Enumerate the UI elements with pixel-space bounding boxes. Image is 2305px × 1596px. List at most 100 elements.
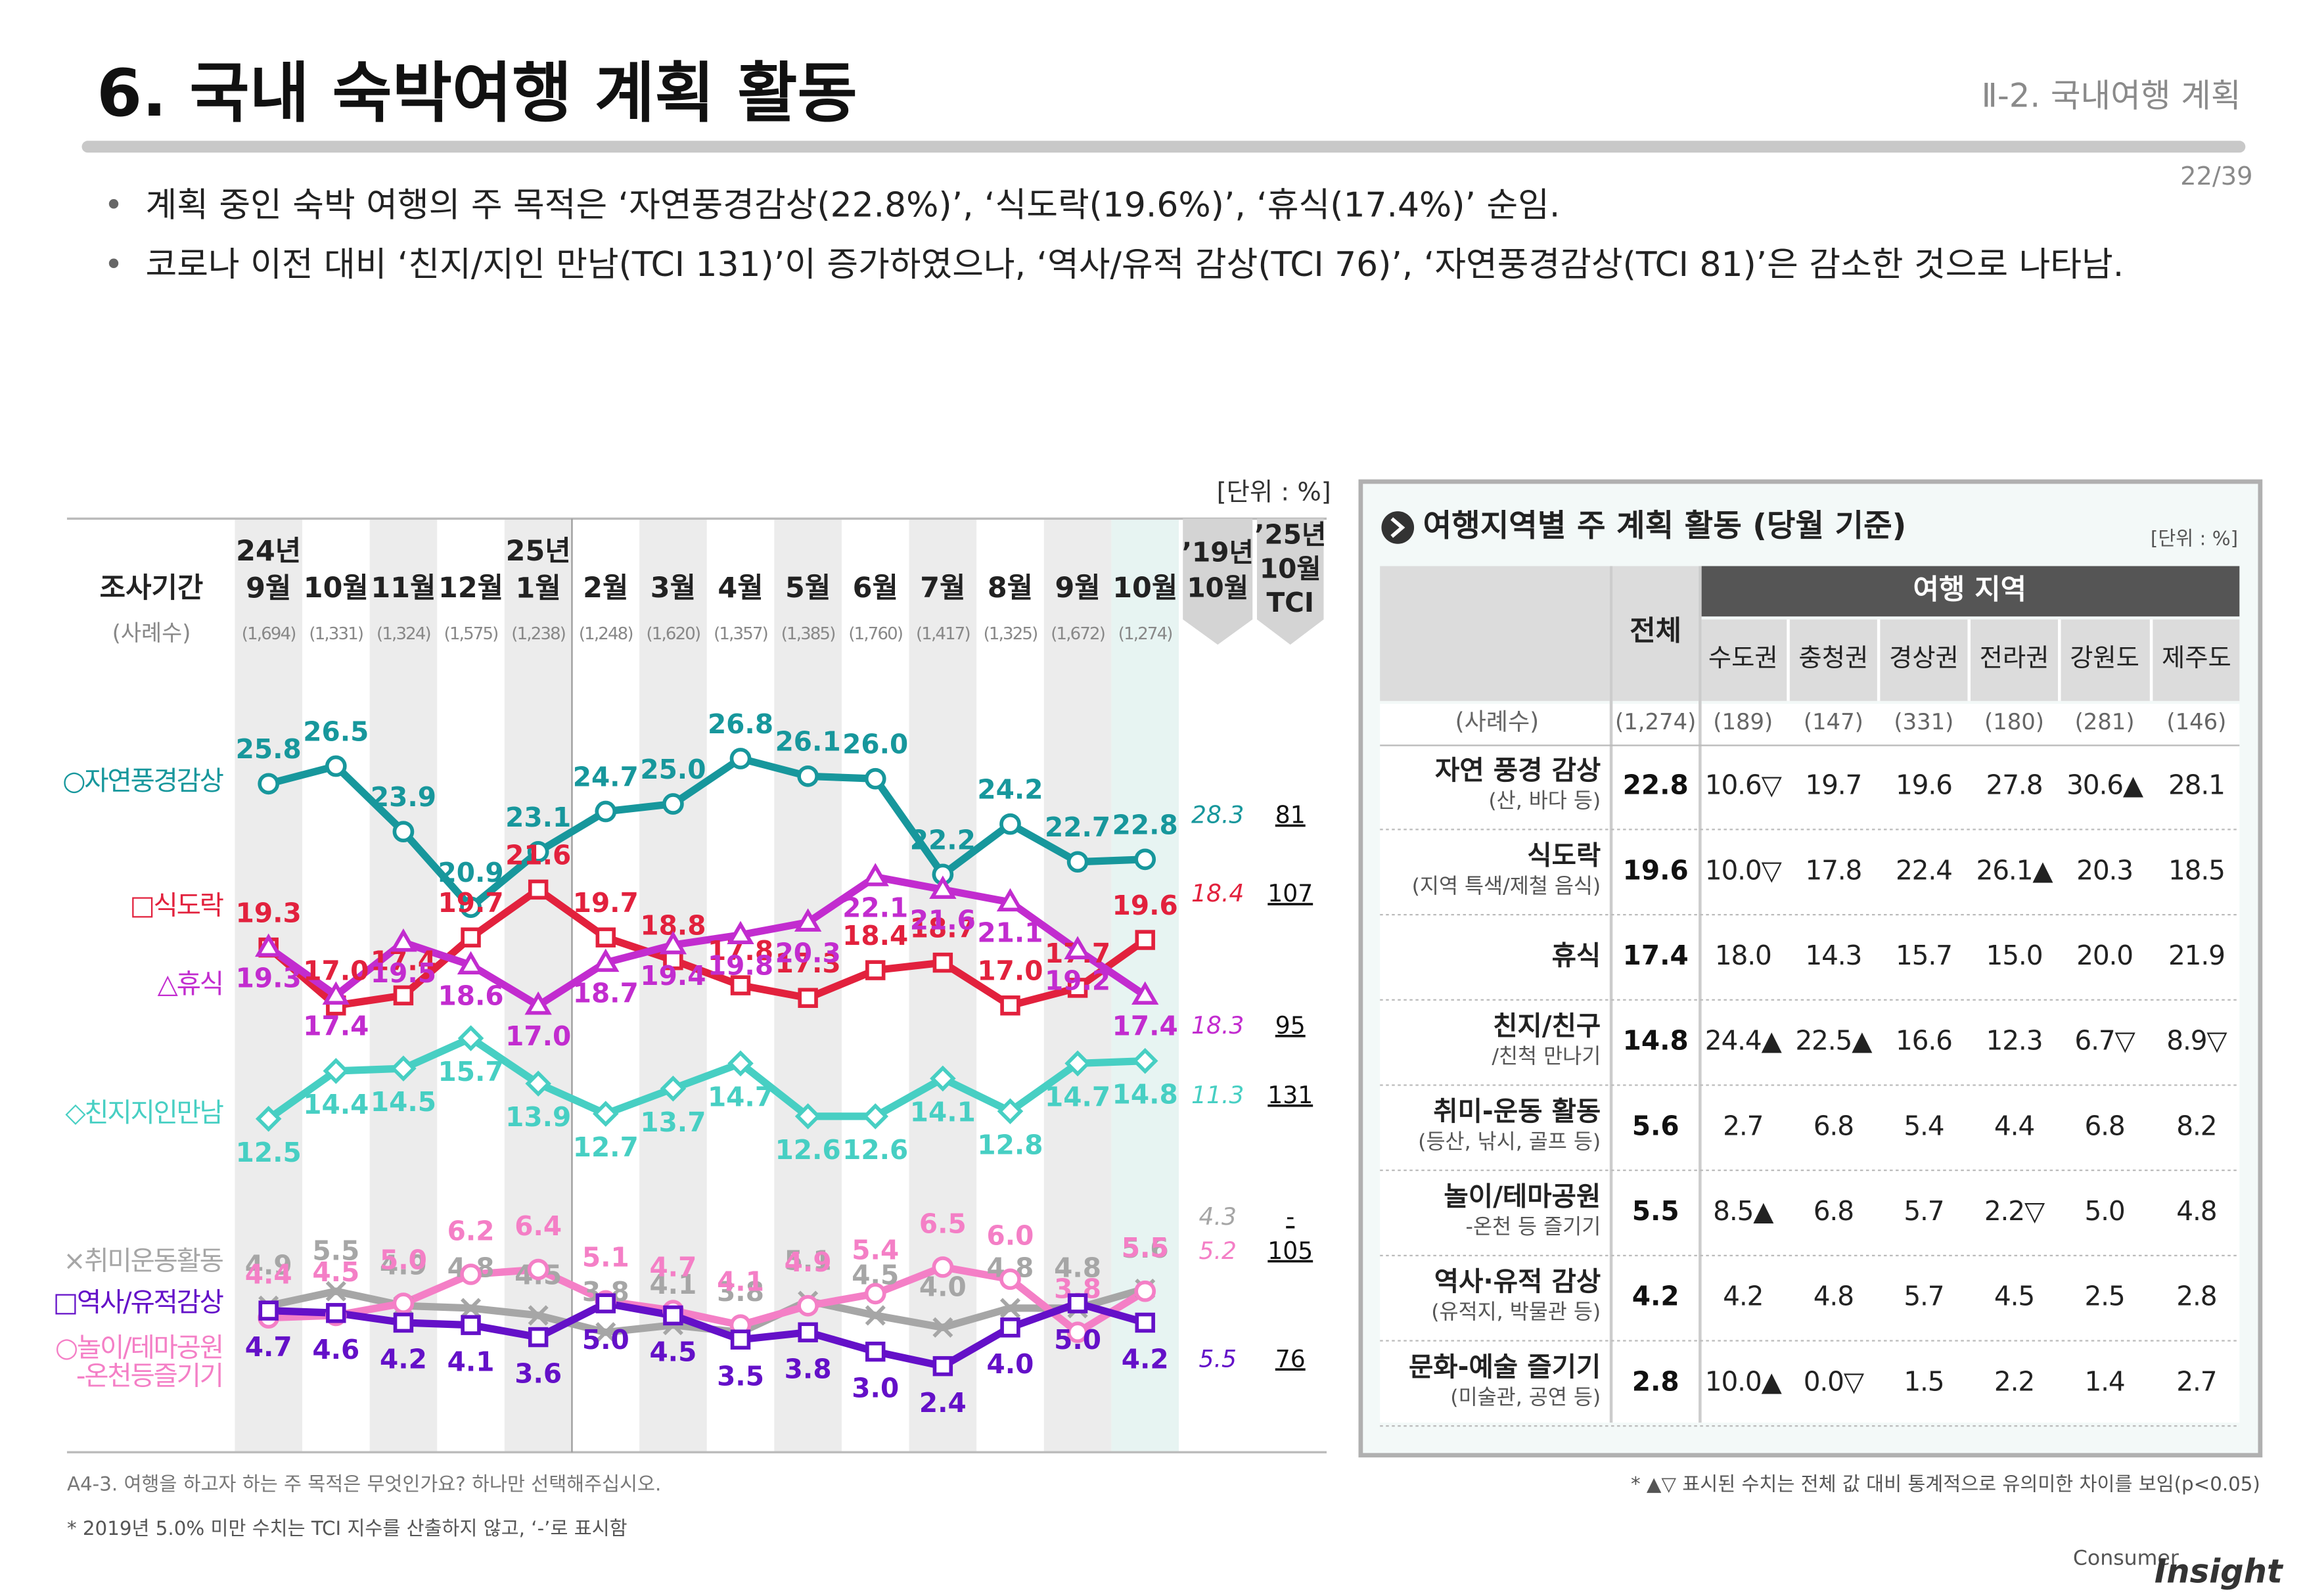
marker (1000, 995, 1020, 1016)
row-cell: 2.7 (1723, 1110, 1763, 1141)
table-title: 여행지역별 주 계획 활동 (당월 기준) (1423, 508, 1907, 544)
bullet-text: 계획 중인 숙박 여행의 주 목적은 ‘자연풍경감상(22.8%)’, ‘식도락… (145, 186, 1560, 225)
row-cell: 19.7 (1805, 769, 1861, 801)
row-cell: 4.8 (1814, 1281, 1854, 1312)
value-label: 4.2 (380, 1344, 427, 1375)
marker (393, 1312, 414, 1333)
marker (1131, 981, 1159, 1005)
tci-value: 81 (1275, 802, 1306, 829)
marker (727, 921, 754, 944)
value-label: 18.7 (910, 912, 976, 944)
value-label: 6.5 (919, 1208, 967, 1239)
row-cell: 0.0▽ (1804, 1365, 1865, 1397)
row-header: 조사기간 (100, 572, 204, 604)
marker (592, 948, 620, 972)
row-cell: 6.8 (1814, 1110, 1854, 1141)
value-label: 4.1 (447, 1346, 495, 1377)
title-rule (81, 141, 2246, 153)
marker (393, 985, 414, 1006)
marker (1135, 930, 1155, 950)
value-label: 5.0 (380, 1244, 427, 1275)
marker (1131, 1047, 1158, 1074)
value-label: 12.6 (775, 1134, 841, 1166)
row-cell: 2.8 (2176, 1281, 2216, 1312)
value-label: 26.0 (842, 729, 908, 760)
marker (527, 1258, 549, 1281)
value-label: 18.7 (573, 978, 639, 1009)
unit-label: [단위 : %] (1217, 478, 1331, 507)
marker (797, 1294, 819, 1317)
value-label: 17.4 (1112, 1011, 1178, 1042)
marker (932, 1356, 953, 1377)
row-cell: 22.4 (1896, 854, 1952, 886)
marker (865, 1305, 886, 1326)
marker (1135, 1312, 1155, 1333)
tci-value: 107 (1267, 880, 1313, 907)
row-cell: 10.6▽ (1705, 769, 1783, 801)
marker (930, 1065, 956, 1092)
legend-entry: □역사/유적감상 (53, 1287, 223, 1318)
title-icon-arrow (1390, 517, 1405, 538)
value-label: 5.1 (582, 1242, 629, 1273)
row-cell: 8.9▽ (2166, 1025, 2227, 1057)
value-label: 22.8 (1112, 809, 1178, 840)
marker (662, 793, 684, 815)
row-cell: 5.7 (1904, 1195, 1944, 1227)
region-header: 경상권 (1889, 643, 1959, 673)
value-label: 2.4 (919, 1387, 967, 1419)
row-header: (사례수) (112, 620, 191, 646)
sample-size: (1,385) (781, 624, 835, 644)
marker (929, 875, 957, 899)
value-label: 24.7 (573, 761, 639, 792)
row-label: 휴식 (1552, 940, 1601, 971)
marker (932, 952, 953, 973)
value-label: 21.6 (505, 839, 571, 871)
value-label: 15.7 (438, 1056, 503, 1087)
marker (390, 1055, 417, 1082)
legend-entry: ○놀이/테마공원 -온천등즐기기 (55, 1331, 223, 1391)
row-cell: 15.7 (1896, 940, 1952, 971)
row-cell: 6.8 (1814, 1195, 1854, 1227)
sample-size: (1,274) (1118, 624, 1172, 644)
x-tick-label: 2월 (583, 572, 628, 604)
row-cell: 2.5 (2084, 1281, 2124, 1312)
legend-entry: ◇친지지인만남 (65, 1097, 223, 1128)
marker (794, 908, 822, 932)
marker (1064, 1050, 1091, 1077)
marker (325, 1281, 346, 1302)
value-label: 14.7 (708, 1082, 773, 1113)
value-2019: 28.3 (1191, 802, 1244, 829)
marker (1066, 851, 1089, 873)
legend-entry: ○자연풍경감상 (62, 765, 223, 796)
value-label: 6.2 (447, 1215, 495, 1246)
row-cell: 8.2 (2176, 1110, 2216, 1141)
header-cell (1380, 566, 1610, 701)
value-label: 17.3 (775, 947, 841, 979)
bullet-dot: • (104, 245, 123, 283)
row-total: 14.8 (1623, 1025, 1689, 1057)
row-cell: 8.5▲ (1713, 1195, 1774, 1227)
x-tick-label: 5월 (785, 572, 831, 604)
page-title: 6. 국내 숙박여행 계획 활동 (97, 56, 857, 131)
header-cell (1701, 566, 2240, 617)
section-label: Ⅱ-2. 국내여행 계획 (1981, 76, 2241, 114)
value-label: 5.0 (582, 1324, 629, 1356)
x-tick-label: 3월 (650, 572, 696, 604)
x-tick-label: 24년 9월 (236, 535, 301, 604)
value-2019: 5.2 (1199, 1237, 1237, 1265)
value-label: 22.2 (910, 824, 976, 855)
marker (322, 981, 350, 1005)
marker (392, 821, 415, 843)
value-label: 24.2 (977, 774, 1043, 806)
value-label: 19.2 (1045, 965, 1110, 997)
bullet-text: 코로나 이전 대비 ‘친지/지인 만남(TCI 131)’이 증가하였으나, ‘… (145, 245, 2124, 285)
series-line (267, 754, 1145, 911)
row-cell: 20.3 (2076, 854, 2133, 886)
x-tick-label: 8월 (988, 572, 1033, 604)
value-label: 22.1 (842, 892, 908, 923)
row-label: 역사·유적 감상 (유적지, 박물관 등) (1431, 1265, 1601, 1324)
row-cell: 2.7 (2176, 1365, 2216, 1397)
row-cell: 4.8 (2176, 1195, 2216, 1227)
value-2019: 18.4 (1191, 880, 1244, 907)
marker (729, 748, 752, 769)
